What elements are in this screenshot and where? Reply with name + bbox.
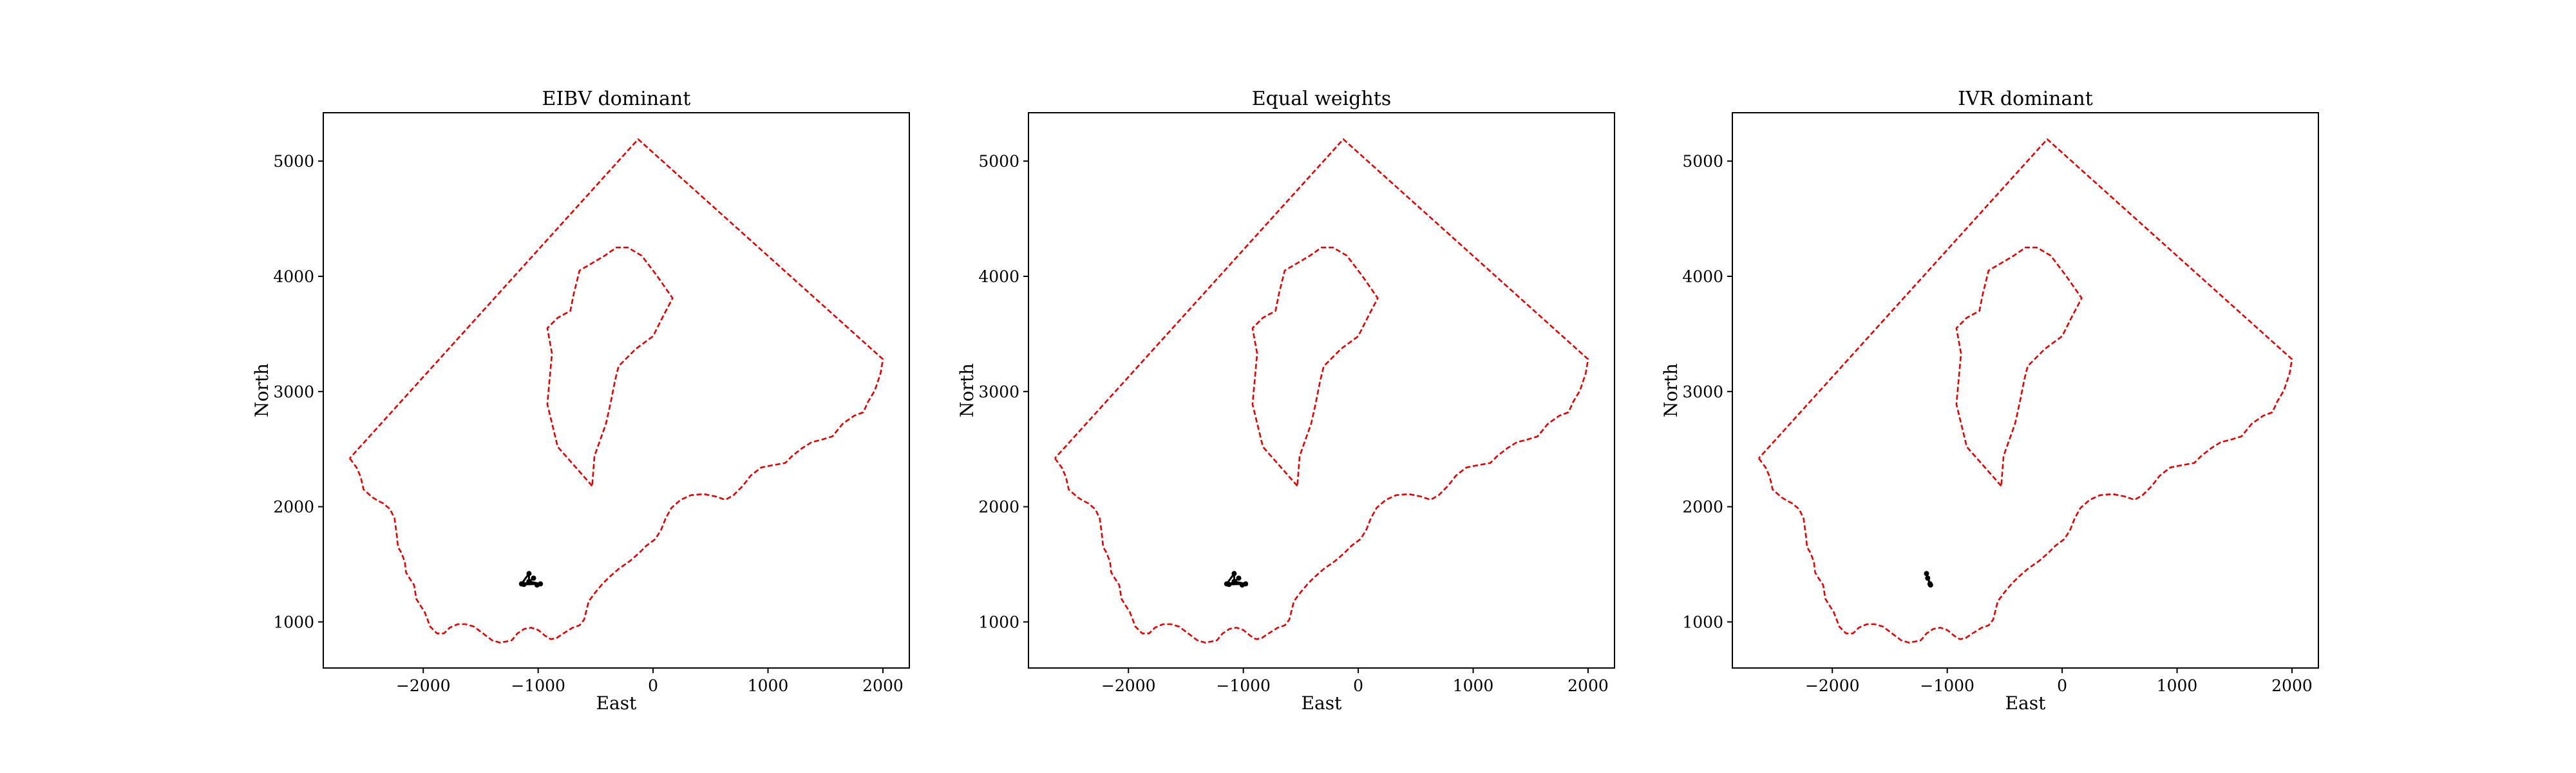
chart-title: IVR dominant: [1958, 88, 2093, 110]
y-tick-label: 1000: [978, 613, 1019, 631]
subplot-equal-weights: Equal weights East North −2000 −1000 0 1000…: [956, 88, 1615, 714]
path-point: [526, 571, 532, 577]
path-point: [534, 582, 540, 588]
y-tick-label: 2000: [273, 498, 314, 517]
chart-title: Equal weights: [1252, 88, 1391, 110]
x-tick-label: −1000: [1216, 676, 1271, 695]
path-point: [521, 582, 527, 587]
y-tick-label: 4000: [273, 267, 314, 286]
inner-boundary-line: [546, 246, 674, 487]
path-point: [1927, 581, 1933, 587]
x-tick-label: 0: [1353, 676, 1363, 695]
x-axis-label: East: [1302, 692, 1343, 714]
y-tick-label: 2000: [1682, 498, 1723, 517]
x-tick-label: −2000: [1101, 676, 1156, 695]
subplot-ivr-dominant: IVR dominant East North −2000 −1000 0 1000 2…: [1660, 88, 2319, 714]
axes-frame: [323, 112, 910, 669]
x-tick-label: −1000: [511, 676, 565, 695]
path-point: [1925, 575, 1931, 581]
y-tick-label: 5000: [978, 152, 1019, 171]
path-point: [1239, 582, 1245, 588]
x-tick-label: 0: [648, 676, 658, 695]
x-tick-label: −2000: [396, 676, 451, 695]
path-point: [1231, 571, 1237, 577]
path-point: [1226, 582, 1232, 587]
path-point: [1231, 578, 1237, 584]
y-tick-label: 2000: [978, 498, 1019, 517]
x-tick-label: 1000: [1453, 676, 1494, 695]
y-tick-label: 4000: [978, 267, 1019, 286]
axes-frame: [1028, 112, 1615, 669]
outer-boundary-line: [348, 138, 884, 644]
chart-title: EIBV dominant: [542, 88, 691, 110]
x-tick-label: 0: [2057, 676, 2067, 695]
y-axis-label: North: [956, 363, 978, 417]
subplot-eibv-dominant: EIBV dominant East North −2000 −1000 0 1000…: [251, 88, 910, 714]
x-tick-label: −1000: [1920, 676, 1975, 695]
inner-boundary-line: [1955, 246, 2083, 487]
y-tick-label: 1000: [1682, 613, 1723, 631]
x-tick-label: 1000: [2157, 676, 2198, 695]
path-point: [1236, 575, 1242, 581]
y-tick-label: 4000: [1682, 267, 1723, 286]
y-tick-label: 3000: [978, 383, 1019, 401]
x-tick-label: 2000: [862, 676, 904, 695]
inner-boundary-line: [1251, 246, 1379, 487]
y-tick-label: 5000: [1682, 152, 1723, 171]
x-tick-label: 2000: [2271, 676, 2313, 695]
outer-boundary-line: [1054, 138, 1589, 644]
path-point: [526, 578, 532, 584]
y-tick-label: 3000: [1682, 383, 1723, 401]
x-axis-label: East: [596, 692, 638, 714]
path-point: [531, 575, 536, 581]
path-point: [1924, 571, 1929, 577]
y-tick-label: 5000: [273, 152, 314, 171]
x-tick-label: −2000: [1805, 676, 1860, 695]
outer-boundary-line: [1757, 138, 2293, 644]
y-tick-label: 3000: [273, 383, 314, 401]
y-axis-label: North: [251, 363, 272, 417]
y-tick-label: 1000: [273, 613, 314, 631]
x-axis-label: East: [2005, 692, 2047, 714]
y-axis-label: North: [1660, 363, 1681, 417]
axes-frame: [1732, 112, 2319, 669]
x-tick-label: 2000: [1567, 676, 1609, 695]
x-tick-label: 1000: [748, 676, 789, 695]
